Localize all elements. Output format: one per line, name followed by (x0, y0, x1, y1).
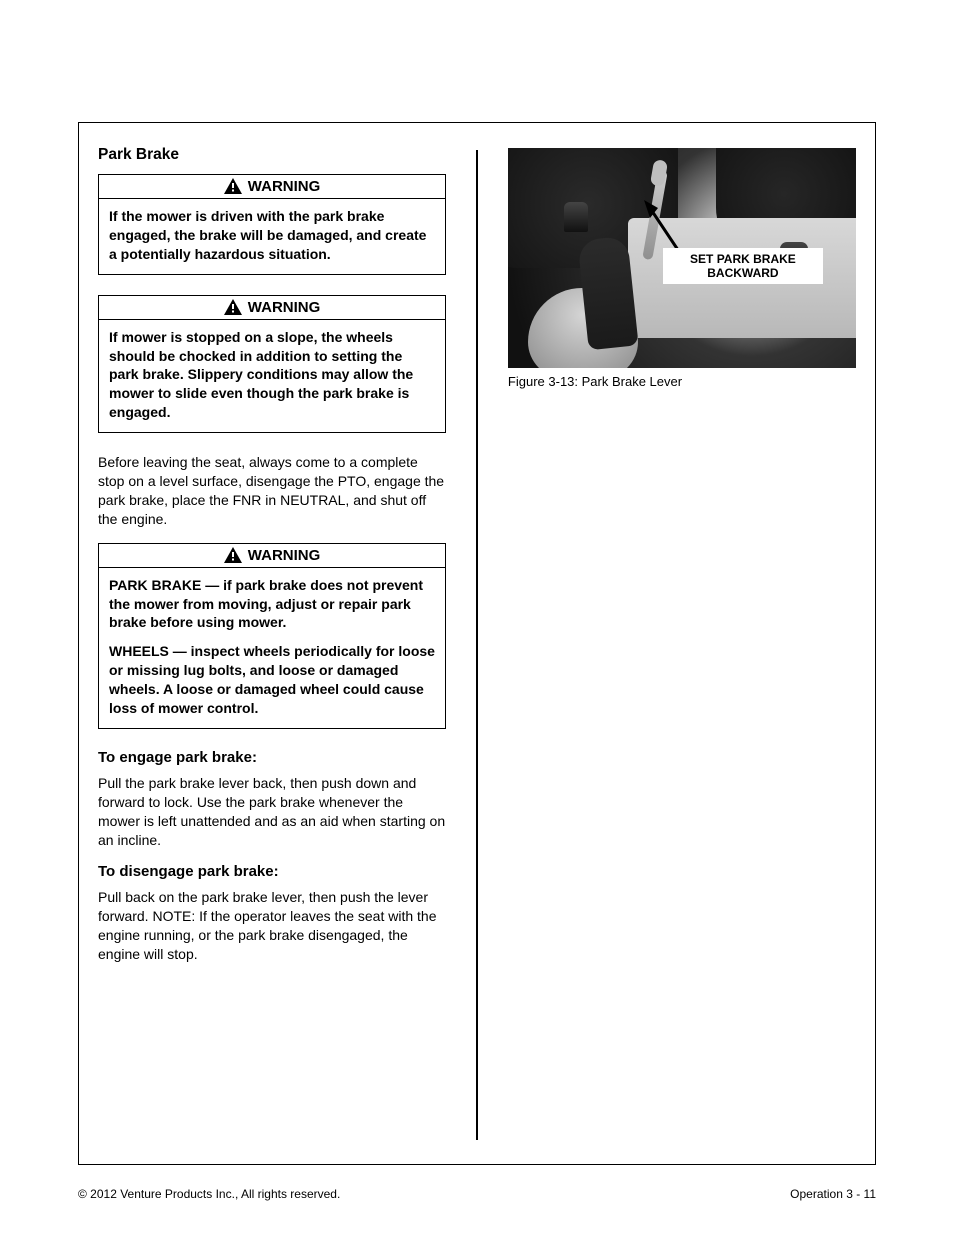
warning-body-2: If mower is stopped on a slope, the whee… (99, 320, 445, 432)
disengage-body: Pull back on the park brake lever, then … (98, 888, 446, 964)
warning-body-3-line1: PARK BRAKE — if park brake does not prev… (109, 576, 435, 633)
column-divider (476, 150, 478, 1140)
photo-callout-label: SET PARK BRAKE BACKWARD (663, 248, 823, 284)
footer-right: Operation 3 - 11 (790, 1187, 876, 1201)
warning-label-1: WARNING (248, 178, 321, 195)
warning-icon (224, 178, 248, 195)
footer-left: © 2012 Venture Products Inc., All rights… (78, 1187, 340, 1201)
warning-icon (224, 299, 248, 316)
park-brake-heading: Park Brake (98, 146, 446, 164)
engage-heading: To engage park brake: (98, 749, 446, 766)
warning-label-3: WARNING (248, 547, 321, 564)
warning-icon (224, 547, 248, 564)
warning-box-2: WARNING If mower is stopped on a slope, … (98, 295, 446, 433)
warning-body-3: PARK BRAKE — if park brake does not prev… (99, 568, 445, 728)
warning-body-1: If the mower is driven with the park bra… (99, 199, 445, 274)
engage-body: Pull the park brake lever back, then pus… (98, 774, 446, 850)
warning-body-3-line2: WHEELS — inspect wheels periodically for… (109, 642, 435, 718)
figure-caption: Figure 3-13: Park Brake Lever (508, 374, 856, 389)
warning-box-1: WARNING If the mower is driven with the … (98, 174, 446, 275)
disengage-heading: To disengage park brake: (98, 863, 446, 880)
note-paragraph: Before leaving the seat, always come to … (98, 453, 446, 529)
warning-label-2: WARNING (248, 299, 321, 316)
warning-box-3: WARNING PARK BRAKE — if park brake does … (98, 543, 446, 729)
park-brake-photo: SET PARK BRAKE BACKWARD (508, 148, 856, 368)
